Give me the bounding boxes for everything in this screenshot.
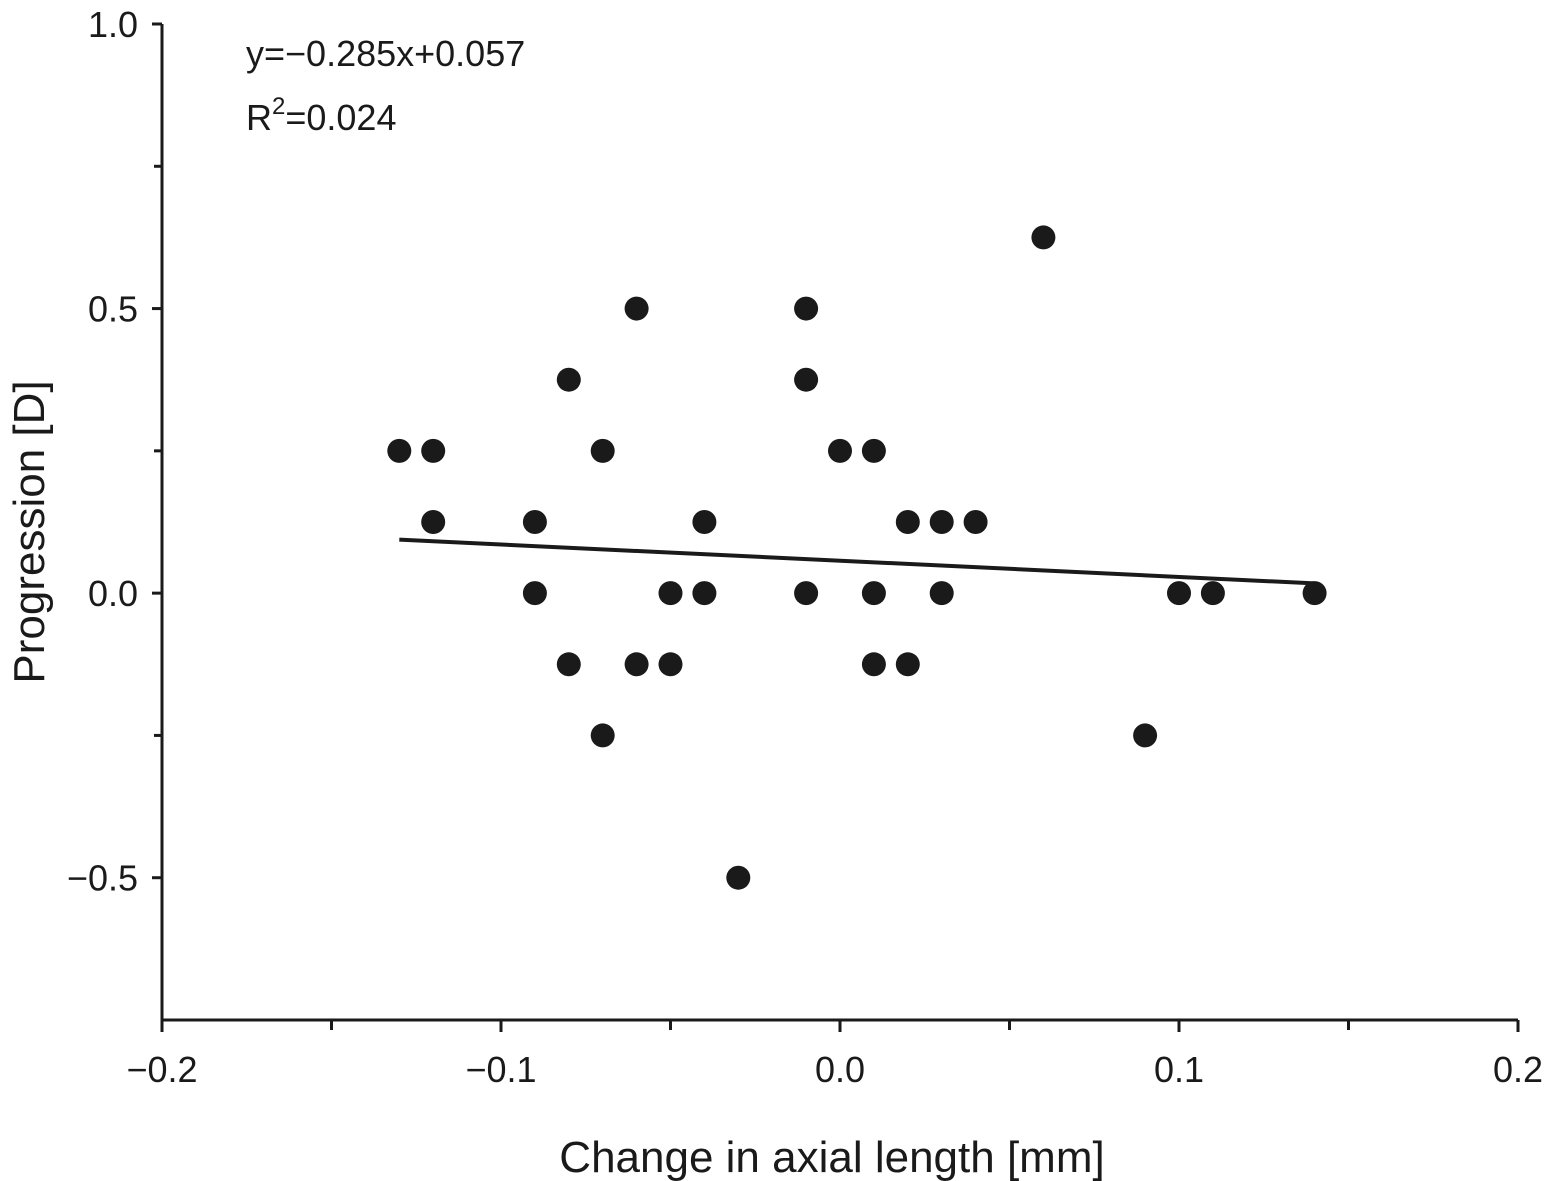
data-point (895, 652, 920, 677)
data-point (861, 438, 886, 463)
data-point (387, 438, 412, 463)
data-point (624, 296, 649, 321)
y-tick-label: 1.0 (88, 4, 138, 45)
r-squared-value: =0.024 (285, 97, 396, 138)
y-axis-title: Progression [D] (5, 380, 54, 683)
data-point (1133, 723, 1158, 748)
data-point (556, 652, 581, 677)
data-point (692, 581, 717, 606)
data-point (658, 581, 683, 606)
y-tick-label: 0.0 (88, 573, 138, 614)
data-point (794, 296, 819, 321)
data-point (522, 581, 547, 606)
axes (160, 24, 1518, 1022)
data-point (522, 510, 547, 534)
r-squared-annotation: R2=0.024 (246, 93, 396, 138)
data-point (929, 581, 954, 606)
r-squared-exponent: 2 (272, 93, 285, 120)
tick-labels: −0.2 −0.1 0.0 0.1 0.2 −0.5 0.0 0.5 1.0 (67, 4, 1543, 1090)
data-point (794, 367, 819, 392)
data-point (929, 510, 954, 534)
x-axis-title: Change in axial length [mm] (559, 1133, 1104, 1181)
data-point (861, 652, 886, 677)
data-point (421, 438, 446, 463)
y-tick-label: −0.5 (67, 858, 138, 899)
data-point (726, 865, 751, 890)
data-point (895, 510, 920, 534)
data-point (963, 510, 988, 534)
data-point (861, 581, 886, 606)
data-point (624, 652, 649, 677)
data-point (421, 510, 446, 534)
x-tick-label: 0.1 (1154, 1049, 1204, 1090)
data-point (828, 438, 852, 463)
data-point (590, 723, 615, 748)
trendline-group (399, 537, 1315, 586)
data-point (1031, 225, 1056, 250)
data-point (1302, 581, 1327, 606)
regression-line (399, 537, 1315, 586)
x-tick-label: −0.1 (465, 1049, 536, 1090)
data-point (1200, 581, 1225, 606)
ticks (152, 22, 1520, 1032)
y-tick-label: 0.5 (88, 289, 138, 330)
r-squared-base: R (246, 97, 272, 138)
data-point (556, 367, 581, 392)
data-points (387, 225, 1327, 890)
data-point (590, 438, 615, 463)
data-point (1167, 581, 1191, 606)
data-point (794, 581, 819, 606)
x-tick-label: 0.0 (815, 1049, 865, 1090)
regression-equation: y=−0.285x+0.057 (246, 33, 525, 74)
data-point (692, 510, 717, 534)
data-point (658, 652, 683, 677)
x-tick-label: −0.2 (126, 1049, 197, 1090)
x-tick-label: 0.2 (1493, 1049, 1543, 1090)
